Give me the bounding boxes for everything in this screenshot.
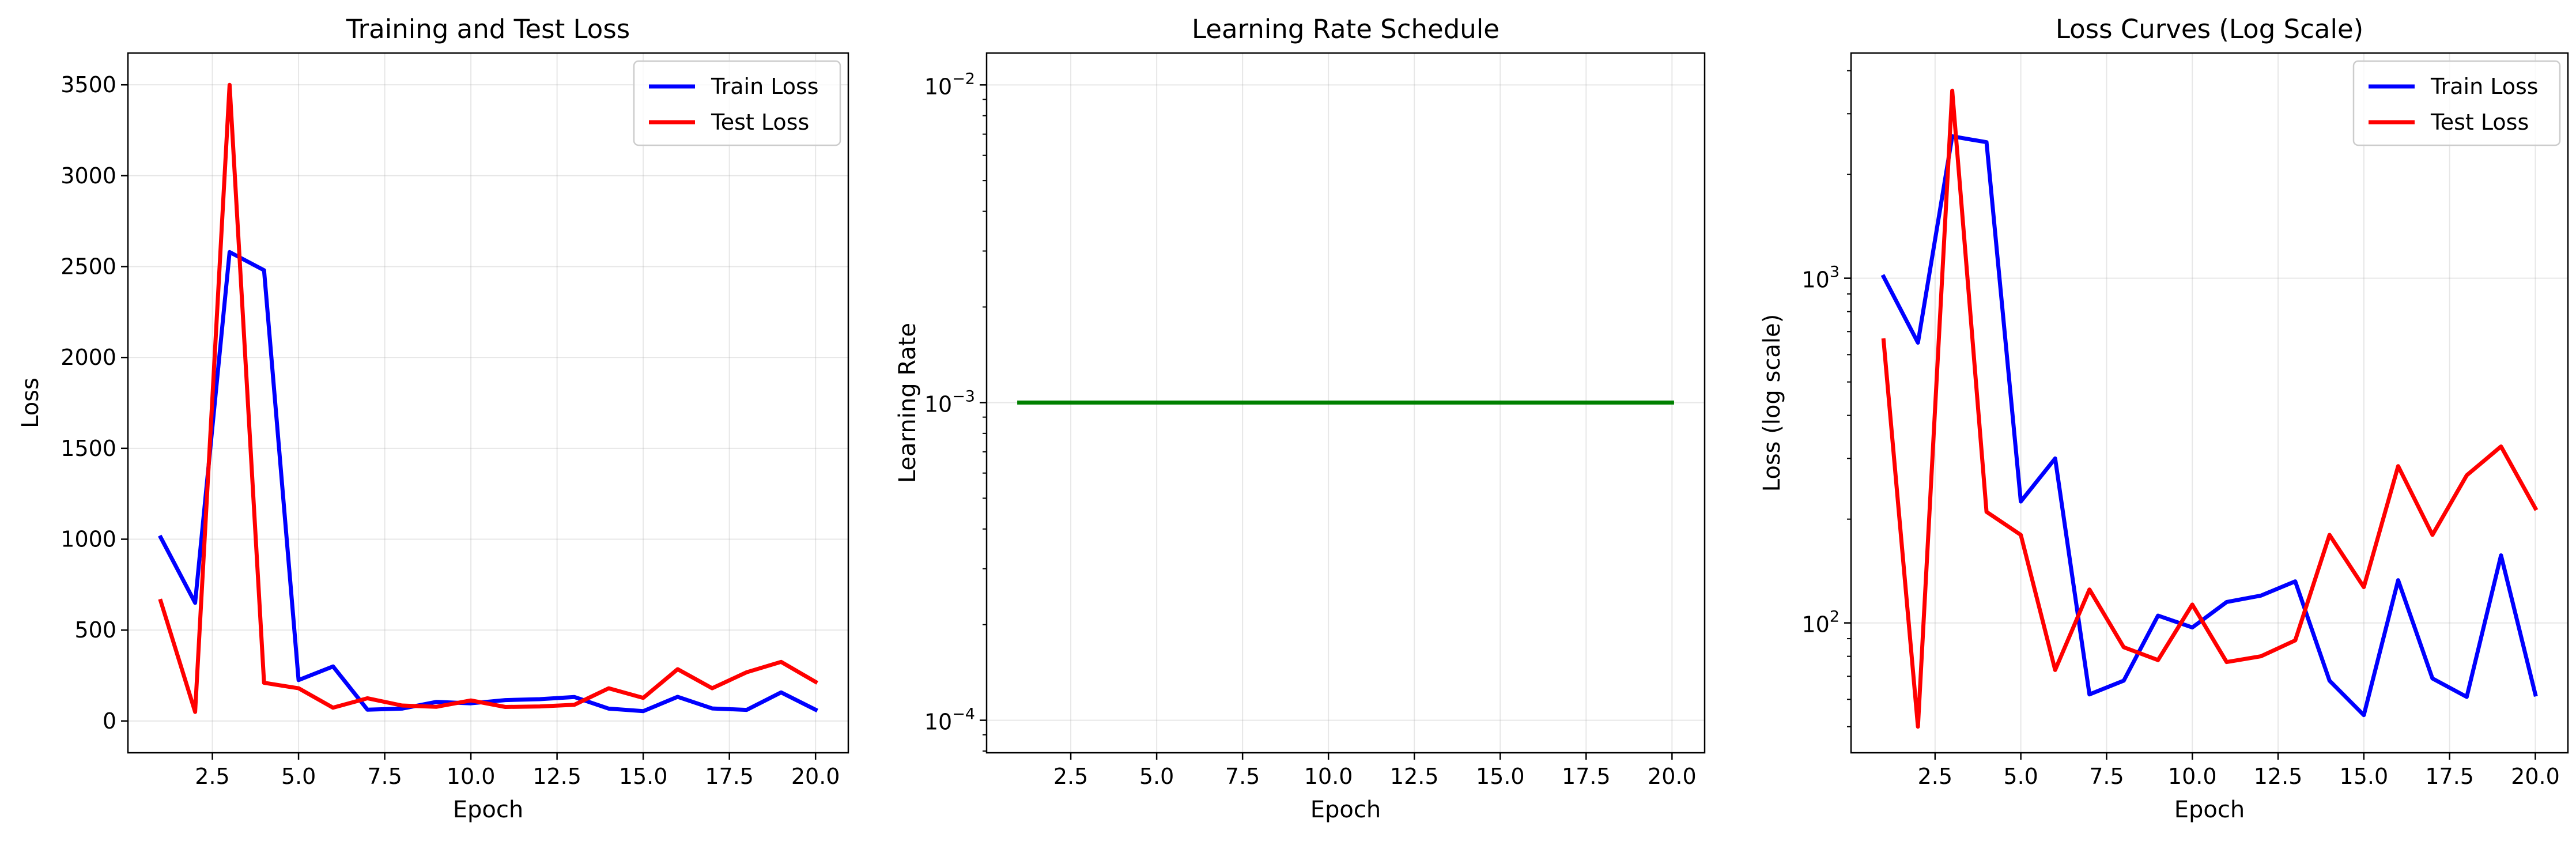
x-tick-label: 2.5 [1053,764,1088,789]
x-axis-label: Epoch [1310,797,1381,823]
x-tick-label: 20.0 [1648,764,1697,789]
legend: Train Loss Test Loss [2352,60,2561,146]
axes-frame [985,52,1706,754]
y-tick-label: 1500 [61,436,116,461]
y-tick-exponent: 2 [1830,608,1840,626]
x-tick-label: 10.0 [447,764,496,789]
y-tick-base: 10 [1801,612,1829,637]
y-tick-exponent: 3 [1830,263,1840,281]
legend-label: Test Loss [2430,110,2529,135]
x-tick-label: 10.0 [1304,764,1353,789]
y-tick-base: 10 [1801,267,1829,293]
x-tick-label: 15.0 [619,764,668,789]
x-tick-label: 17.5 [1562,764,1611,789]
x-tick-label: 2.5 [1918,764,1952,789]
chart-3: 2.5 5.0 7.5 10.0 12.5 15.0 17.5 20.0102103Loss … [1759,14,2569,823]
y-tick-label: 3000 [61,163,116,188]
axes-frame [1850,52,2569,754]
chart-title: Learning Rate Schedule [1192,14,1499,44]
chart-title: Training and Test Loss [346,14,630,44]
series-line-test-loss [1881,88,2539,729]
y-tick-label: 3500 [61,72,116,97]
x-tick-label: 7.5 [367,764,402,789]
chart-title: Loss Curves (Log Scale) [2056,14,2363,44]
y-tick-label: 2000 [61,345,116,370]
y-tick-label: 103 [1801,263,1840,293]
y-tick-base: 10 [924,391,952,417]
legend-label: Test Loss [711,110,809,135]
x-tick-label: 5.0 [281,764,316,789]
x-axis-label: Epoch [2174,797,2245,823]
y-tick-exponent: −3 [952,387,975,405]
chart-1: 2.5 5.0 7.5 10.0 12.5 15.0 17.5 20.0 0 500 1000 150… [17,14,849,823]
x-tick-label: 17.5 [2425,764,2474,789]
y-tick-label: 2500 [61,254,116,280]
series-line-train-loss [1880,134,2538,718]
y-tick-label: 500 [74,617,116,643]
x-tick-label: 7.5 [2089,764,2124,789]
x-tick-label: 10.0 [2168,764,2217,789]
legend-label: Train Loss [2430,74,2539,99]
x-tick-label: 20.0 [2511,764,2560,789]
y-axis-label: Learning Rate [894,323,921,483]
axes-frame [127,52,849,754]
x-tick-label: 5.0 [2003,764,2038,789]
y-tick-label: 10−3 [924,387,975,417]
y-tick-label: 0 [103,708,116,734]
y-tick-label: 1000 [61,526,116,552]
x-tick-label: 12.5 [2254,764,2303,789]
x-tick-label: 12.5 [532,764,581,789]
y-tick-base: 10 [924,74,952,99]
x-tick-label: 2.5 [195,764,229,789]
x-tick-label: 15.0 [1476,764,1525,789]
legend: Train Loss Test Loss [633,60,841,146]
chart-2: 2.5 5.0 7.5 10.0 12.5 15.0 17.5 20.010−410−310−… [894,14,1706,823]
y-tick-exponent: −2 [952,70,975,88]
x-tick-label: 15.0 [2340,764,2389,789]
y-tick-label: 10−2 [924,70,975,99]
y-tick-exponent: −4 [952,706,975,723]
y-tick-label: 102 [1801,608,1840,637]
legend-label: Train Loss [711,74,819,99]
x-tick-label: 12.5 [1390,764,1439,789]
grid [1851,53,2568,753]
x-tick-label: 7.5 [1225,764,1260,789]
y-tick-label: 10−4 [924,706,975,735]
x-tick-label: 17.5 [705,764,754,789]
x-tick-label: 5.0 [1139,764,1174,789]
x-tick-label: 20.0 [791,764,840,789]
x-axis-label: Epoch [453,797,523,823]
y-axis-label: Loss [17,378,44,428]
series-line-test-loss [158,82,818,714]
y-axis-label: Loss (log scale) [1759,314,1785,492]
y-tick-base: 10 [924,710,952,735]
grid [128,53,848,753]
